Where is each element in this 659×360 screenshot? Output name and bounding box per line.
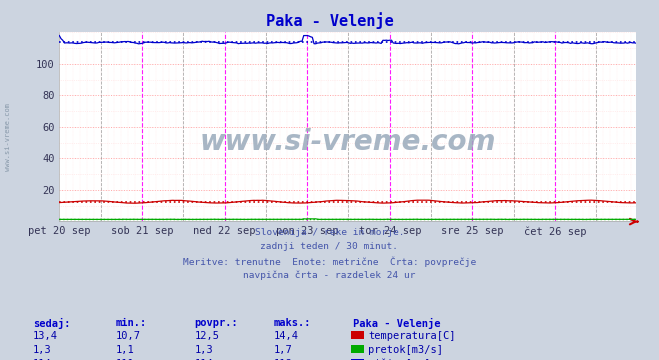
Text: 12,5: 12,5 — [194, 331, 219, 341]
Text: Meritve: trenutne  Enote: metrične  Črta: povprečje: Meritve: trenutne Enote: metrične Črta: … — [183, 256, 476, 267]
Text: zadnji teden / 30 minut.: zadnji teden / 30 minut. — [260, 242, 399, 251]
Text: pretok[m3/s]: pretok[m3/s] — [368, 345, 444, 355]
Text: 1,7: 1,7 — [273, 345, 292, 355]
Text: Paka - Velenje: Paka - Velenje — [353, 318, 440, 329]
Text: 118: 118 — [273, 359, 292, 360]
Text: 111: 111 — [115, 359, 134, 360]
Text: 14,4: 14,4 — [273, 331, 299, 341]
Text: maks.:: maks.: — [273, 318, 311, 328]
Text: temperatura[C]: temperatura[C] — [368, 331, 456, 341]
Text: višina[cm]: višina[cm] — [368, 359, 431, 360]
Text: 114: 114 — [194, 359, 213, 360]
Text: min.:: min.: — [115, 318, 146, 328]
Text: 1,1: 1,1 — [115, 345, 134, 355]
Text: www.si-vreme.com: www.si-vreme.com — [200, 128, 496, 156]
Text: sedaj:: sedaj: — [33, 318, 71, 329]
Text: 1,3: 1,3 — [33, 345, 51, 355]
Text: navpična črta - razdelek 24 ur: navpična črta - razdelek 24 ur — [243, 271, 416, 280]
Text: Paka - Velenje: Paka - Velenje — [266, 13, 393, 30]
Text: Slovenija / reke in morje.: Slovenija / reke in morje. — [255, 228, 404, 237]
Text: www.si-vreme.com: www.si-vreme.com — [5, 103, 11, 171]
Text: povpr.:: povpr.: — [194, 318, 238, 328]
Text: 114: 114 — [33, 359, 51, 360]
Text: 13,4: 13,4 — [33, 331, 58, 341]
Text: 10,7: 10,7 — [115, 331, 140, 341]
Text: 1,3: 1,3 — [194, 345, 213, 355]
